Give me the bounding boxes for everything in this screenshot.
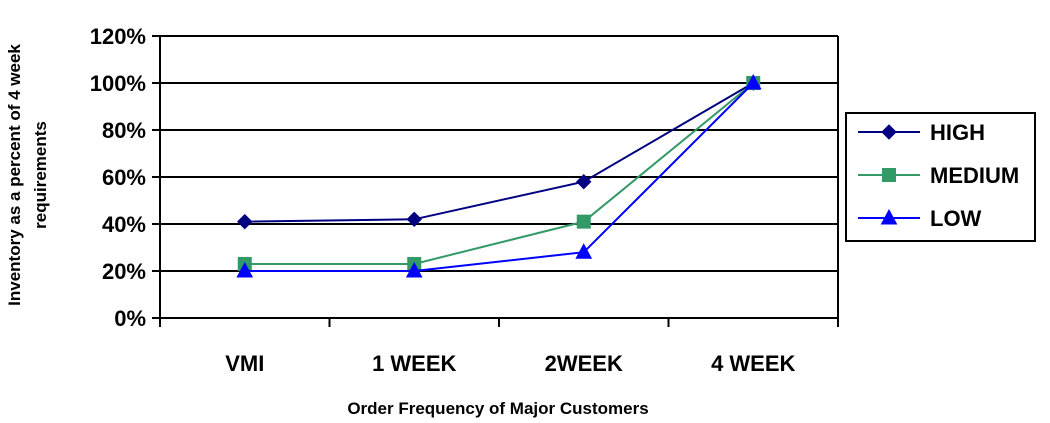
legend-label: MEDIUM bbox=[930, 163, 1019, 188]
x-tick-label: 2WEEK bbox=[545, 351, 623, 376]
legend: HIGH MEDIUM LOW bbox=[845, 112, 1036, 242]
y-tick-label: 0% bbox=[114, 306, 146, 331]
data-point-high bbox=[237, 213, 253, 230]
x-tick-label: 1 WEEK bbox=[372, 351, 456, 376]
gridlines bbox=[160, 35, 838, 272]
legend-label: HIGH bbox=[930, 120, 985, 145]
axes bbox=[152, 35, 839, 327]
series-line-high bbox=[244, 82, 754, 223]
data-point-high bbox=[576, 173, 592, 190]
legend-label: LOW bbox=[930, 206, 982, 231]
legend-marker bbox=[880, 208, 898, 225]
series-line-medium bbox=[244, 82, 754, 265]
data-point-low bbox=[744, 73, 762, 90]
x-tick-label: VMI bbox=[225, 351, 264, 376]
y-tick-label: 20% bbox=[102, 259, 146, 284]
series-medium bbox=[237, 76, 761, 271]
y-tick-label: 40% bbox=[102, 212, 146, 237]
y-tick-label: 80% bbox=[102, 118, 146, 143]
data-point-low bbox=[236, 261, 254, 278]
legend-items: HIGH MEDIUM LOW bbox=[858, 120, 1019, 231]
series-low bbox=[236, 73, 762, 278]
data-point-low bbox=[405, 261, 423, 278]
legend-item-high: HIGH bbox=[858, 120, 985, 145]
y-tick-label: 60% bbox=[102, 165, 146, 190]
series-group bbox=[236, 73, 762, 278]
legend-item-medium: MEDIUM bbox=[858, 163, 1019, 188]
series-line-low bbox=[244, 82, 754, 272]
legend-marker bbox=[881, 124, 897, 140]
x-tick-labels: VMI 1 WEEK 2WEEK 4 WEEK bbox=[225, 351, 795, 376]
y-tick-label: 120% bbox=[90, 24, 146, 49]
x-tick-label: 4 WEEK bbox=[711, 351, 795, 376]
legend-marker bbox=[882, 168, 896, 182]
y-axis-title-line1: Inventory as a percent of 4 week bbox=[5, 44, 24, 306]
legend-item-low: LOW bbox=[858, 206, 982, 231]
data-point-medium bbox=[576, 214, 591, 229]
data-point-low bbox=[575, 243, 593, 259]
y-tick-label: 100% bbox=[90, 71, 146, 96]
data-point-high bbox=[406, 211, 422, 228]
series-high bbox=[237, 75, 761, 230]
x-axis-title: Order Frequency of Major Customers bbox=[347, 399, 648, 418]
y-tick-labels: 0% 20% 40% 60% 80% 100% 120% bbox=[90, 24, 146, 331]
legend-box bbox=[845, 112, 1036, 242]
y-axis-title-line2: requirements bbox=[31, 121, 50, 229]
